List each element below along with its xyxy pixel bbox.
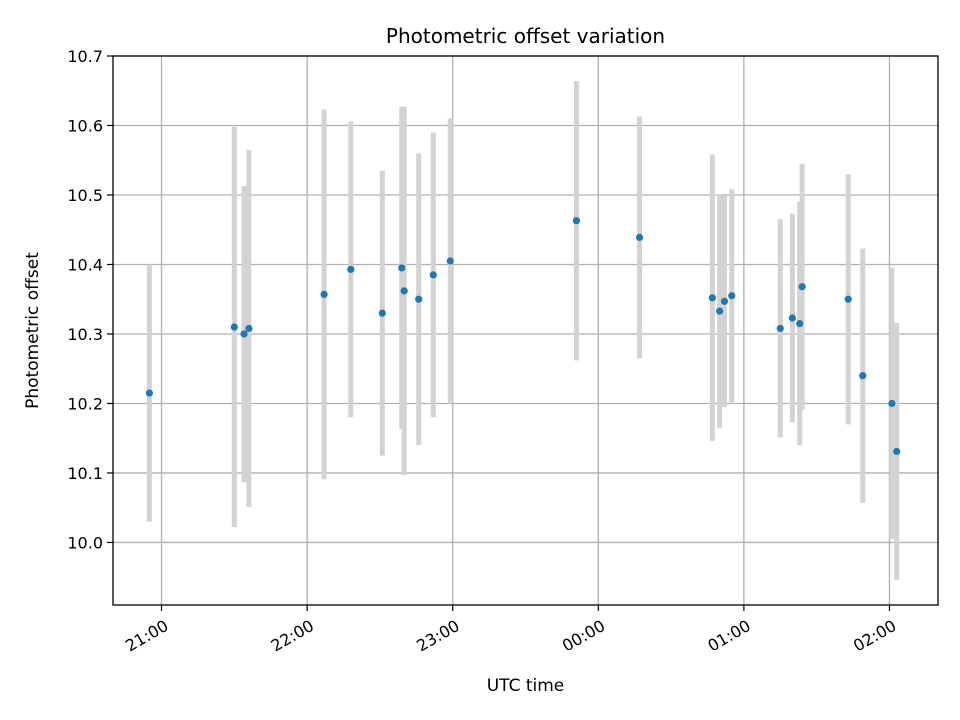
error-bars [146, 81, 900, 580]
data-point [245, 324, 253, 333]
y-tick-label: 10.7 [67, 47, 103, 66]
data-point [400, 287, 408, 295]
x-tick-label: 01:00 [704, 616, 753, 656]
data-point [859, 372, 867, 380]
y-tick-label: 10.4 [67, 255, 103, 274]
x-tick-label: 21:00 [122, 616, 171, 656]
y-tick-label: 10.1 [67, 464, 103, 483]
y-axis-label: Photometric offset [23, 252, 43, 409]
data-point [240, 330, 248, 338]
x-axis-label: UTC time [487, 676, 565, 696]
plot-frame [112, 55, 939, 606]
data-point [572, 217, 581, 225]
data-point [708, 294, 716, 302]
data-point [398, 264, 406, 272]
data-point [446, 257, 454, 265]
data-point [145, 389, 153, 397]
data-point [429, 271, 437, 279]
data-points [145, 217, 901, 456]
data-point [347, 265, 355, 273]
data-point [720, 297, 729, 305]
data-point [728, 292, 736, 300]
y-tick-label: 10.2 [67, 394, 103, 413]
data-point [788, 314, 797, 322]
x-tick-label: 23:00 [413, 616, 462, 656]
data-point [893, 447, 901, 456]
data-point [798, 283, 806, 291]
y-tick-label: 10.3 [67, 325, 103, 344]
data-point [378, 309, 386, 317]
y-axis: 10.0 10.1 10.2 10.3 10.4 10.5 10.6 10.7 [67, 47, 113, 552]
data-point [796, 319, 804, 328]
data-point [320, 290, 328, 298]
x-tick-label: 02:00 [850, 616, 899, 656]
x-tick-label: 00:00 [559, 616, 608, 656]
x-axis: 21:00 22:00 23:00 00:00 01:00 02:00 [122, 605, 899, 656]
data-point [415, 295, 423, 303]
data-point [230, 323, 238, 331]
y-tick-label: 10.6 [67, 116, 103, 135]
y-tick-label: 10.0 [67, 533, 103, 552]
data-point [844, 295, 852, 303]
chart-title: Photometric offset variation [386, 24, 665, 48]
data-point [776, 324, 784, 333]
data-point [888, 399, 896, 408]
y-tick-label: 10.5 [67, 186, 103, 205]
data-point [716, 307, 724, 315]
x-tick-label: 22:00 [268, 616, 317, 656]
data-point [635, 233, 644, 241]
